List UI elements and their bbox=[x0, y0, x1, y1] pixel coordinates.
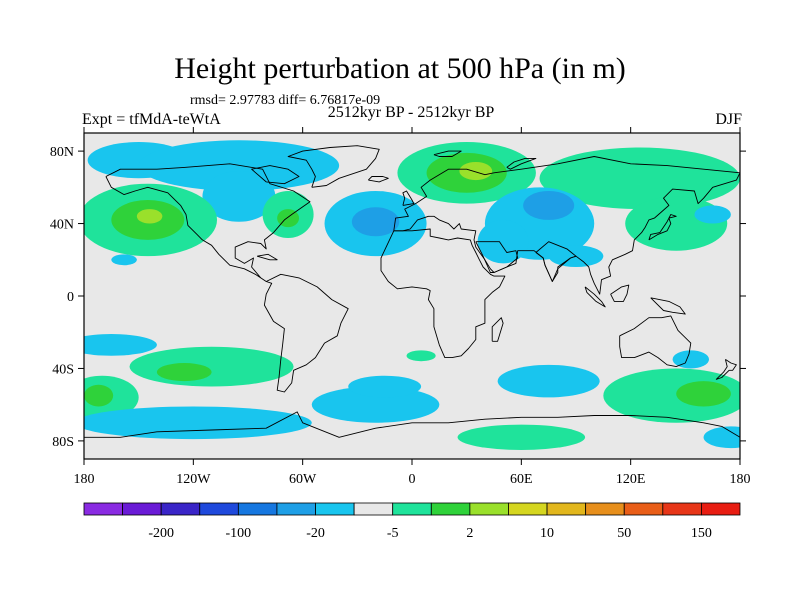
colorbar-swatch bbox=[276, 502, 316, 516]
colorbar-swatch bbox=[430, 502, 471, 516]
colorbar-swatch bbox=[237, 502, 278, 516]
lon-tick-label: 120W bbox=[176, 472, 211, 487]
coastline-sumatra bbox=[584, 286, 606, 308]
colorbar-label: -200 bbox=[148, 526, 174, 541]
colorbar-swatch bbox=[83, 502, 123, 516]
coastline-new-guinea bbox=[650, 297, 686, 315]
colorbar-label: 150 bbox=[691, 526, 712, 541]
anomaly-canada-low bbox=[202, 171, 276, 222]
anomaly-nw-pac-high bbox=[625, 196, 728, 251]
experiment-label: Expt = tfMdA-teWtA bbox=[82, 111, 221, 128]
colorbar-label: 10 bbox=[540, 526, 554, 541]
anomaly-se-pac-low bbox=[703, 426, 740, 449]
coastline-north-america bbox=[105, 163, 311, 282]
lat-tick-label: 80S bbox=[52, 435, 74, 450]
coastline-cuba bbox=[256, 253, 278, 261]
anomaly-europe-high-core bbox=[459, 161, 493, 181]
season-label: DJF bbox=[715, 111, 742, 128]
anomaly-mideast-low bbox=[477, 219, 529, 264]
lon-tick-label: 120E bbox=[616, 472, 646, 487]
lon-tick-label: 180 bbox=[74, 472, 95, 487]
coastline-borneo bbox=[610, 284, 630, 302]
coastline-japan bbox=[648, 214, 677, 241]
colorbar-swatch bbox=[315, 502, 355, 516]
anomaly-far-s-pac-high-core bbox=[84, 384, 114, 407]
coastline-baffin bbox=[251, 165, 300, 185]
colorbar-swatch bbox=[353, 502, 394, 516]
coastline-australia bbox=[619, 315, 692, 368]
anomaly-subtrop-pac-low bbox=[111, 254, 137, 266]
lat-tick-label: 80N bbox=[50, 145, 74, 160]
colorbar-label: 50 bbox=[617, 526, 631, 541]
anomaly-s-pac-high bbox=[129, 346, 294, 387]
coastline-novaya-zemlya bbox=[506, 157, 537, 170]
coastline-iceland bbox=[367, 176, 389, 183]
colorbar-swatch bbox=[701, 502, 741, 516]
anomaly-n-pacific-high-core bbox=[136, 209, 163, 224]
colorbar-swatch bbox=[199, 502, 239, 516]
stats-label: rmsd= 2.97783 diff= 6.76817e-09 bbox=[190, 93, 381, 108]
anomaly-antarctic-high bbox=[457, 424, 586, 450]
lat-tick-label: 40S bbox=[52, 362, 74, 377]
anomaly-sw-pac-low bbox=[84, 334, 157, 356]
coastline-eurasia-africa bbox=[393, 156, 740, 295]
colorbar-swatch bbox=[662, 502, 702, 516]
colorbar-label: -20 bbox=[306, 526, 325, 541]
colorbar-label: -5 bbox=[387, 526, 399, 541]
coastline-antarctica bbox=[84, 411, 740, 438]
coastline-britain bbox=[402, 190, 415, 206]
lon-tick-label: 60E bbox=[510, 472, 533, 487]
map-title: Height perturbation at 500 hPa (in m) bbox=[174, 52, 626, 85]
lat-tick-label: 40N bbox=[50, 218, 74, 233]
lon-tick-label: 60W bbox=[289, 472, 317, 487]
coastline-madagascar bbox=[491, 317, 504, 342]
colorbar-swatch bbox=[623, 502, 664, 516]
coastline-arabia bbox=[475, 241, 519, 273]
anomaly-asia-low-core bbox=[523, 190, 575, 220]
anomaly-s-pac-high-core bbox=[156, 363, 212, 382]
anomaly-southern-ocean-low-2 bbox=[311, 386, 440, 423]
colorbar-swatch bbox=[546, 502, 587, 516]
lon-tick-label: 180 bbox=[730, 472, 751, 487]
coastline-africa bbox=[380, 228, 506, 359]
period-label: 2512kyr BP - 2512kyr BP bbox=[327, 104, 495, 121]
colorbar-swatch bbox=[508, 502, 548, 516]
colorbar-label: -100 bbox=[226, 526, 252, 541]
lon-tick-label: 0 bbox=[409, 472, 416, 487]
colorbar-swatch bbox=[585, 502, 625, 516]
anomaly-s-atlantic-low bbox=[348, 375, 422, 398]
anomaly-australia-high-core bbox=[676, 381, 731, 407]
lat-tick-label: 0 bbox=[67, 290, 74, 305]
anomaly-indian-low bbox=[672, 350, 710, 369]
coastline-south-america bbox=[263, 273, 349, 393]
colorbar-swatch bbox=[160, 502, 201, 516]
colorbar-swatch bbox=[469, 502, 509, 516]
colorbar-swatch bbox=[122, 502, 162, 516]
anomaly-atlantic-low-core bbox=[351, 207, 400, 237]
colorbar-swatch bbox=[392, 502, 432, 516]
anomaly-nw-pac-low bbox=[694, 205, 731, 224]
colorbar-label: 2 bbox=[466, 526, 473, 541]
coastline-new-zealand bbox=[715, 359, 737, 380]
coastline-greenland bbox=[287, 145, 380, 188]
anomaly-siberia-high bbox=[539, 147, 740, 210]
coastline-svalbard bbox=[433, 150, 462, 157]
anomaly-s-africa-high bbox=[406, 350, 436, 362]
anomaly-s-indian-low bbox=[497, 364, 600, 398]
anomaly-southern-ocean-low-1 bbox=[84, 406, 312, 440]
coastline-india bbox=[535, 241, 577, 282]
